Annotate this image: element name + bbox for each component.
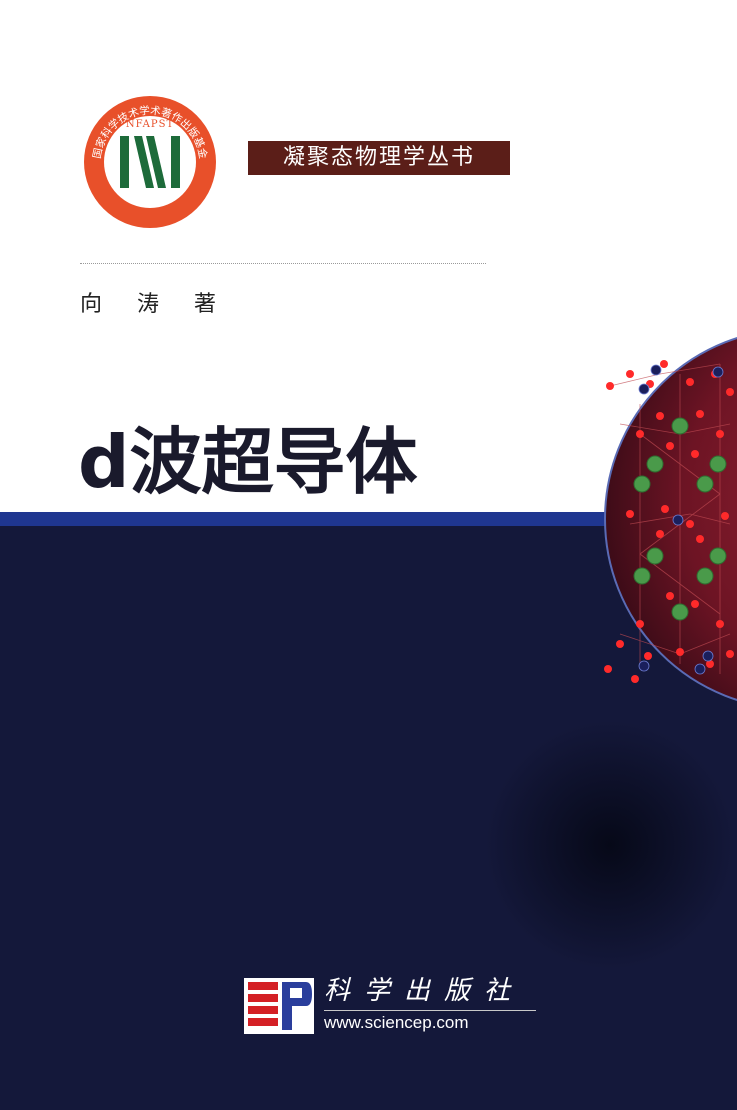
author-line: 向 涛 著 [80, 292, 230, 317]
book-stripes-icon [120, 136, 180, 188]
dotted-divider [80, 263, 486, 264]
cover-top-area [0, 0, 737, 512]
publisher-block: 科学出版社 www.sciencep.com [244, 974, 544, 1034]
series-label: 凝聚态物理学丛书 [248, 141, 510, 175]
publisher-underline [324, 1010, 536, 1011]
sp-publisher-logo-icon [244, 978, 314, 1034]
publisher-name: 科学出版社 [324, 976, 525, 1006]
shadow-shape [485, 720, 735, 970]
book-title: d波超导体 [78, 420, 418, 504]
seal-acronym: NFAPST [126, 119, 174, 130]
blue-band [0, 512, 737, 526]
fund-seal-icon: 国家科学技术学术著作出版基金 NFAPST [84, 96, 216, 228]
fund-seal: 国家科学技术学术著作出版基金 NFAPST [80, 92, 220, 232]
crystal-lattice-illustration [600, 334, 737, 704]
crystal-sphere-icon [604, 337, 737, 701]
publisher-url: www.sciencep.com [324, 1013, 469, 1032]
